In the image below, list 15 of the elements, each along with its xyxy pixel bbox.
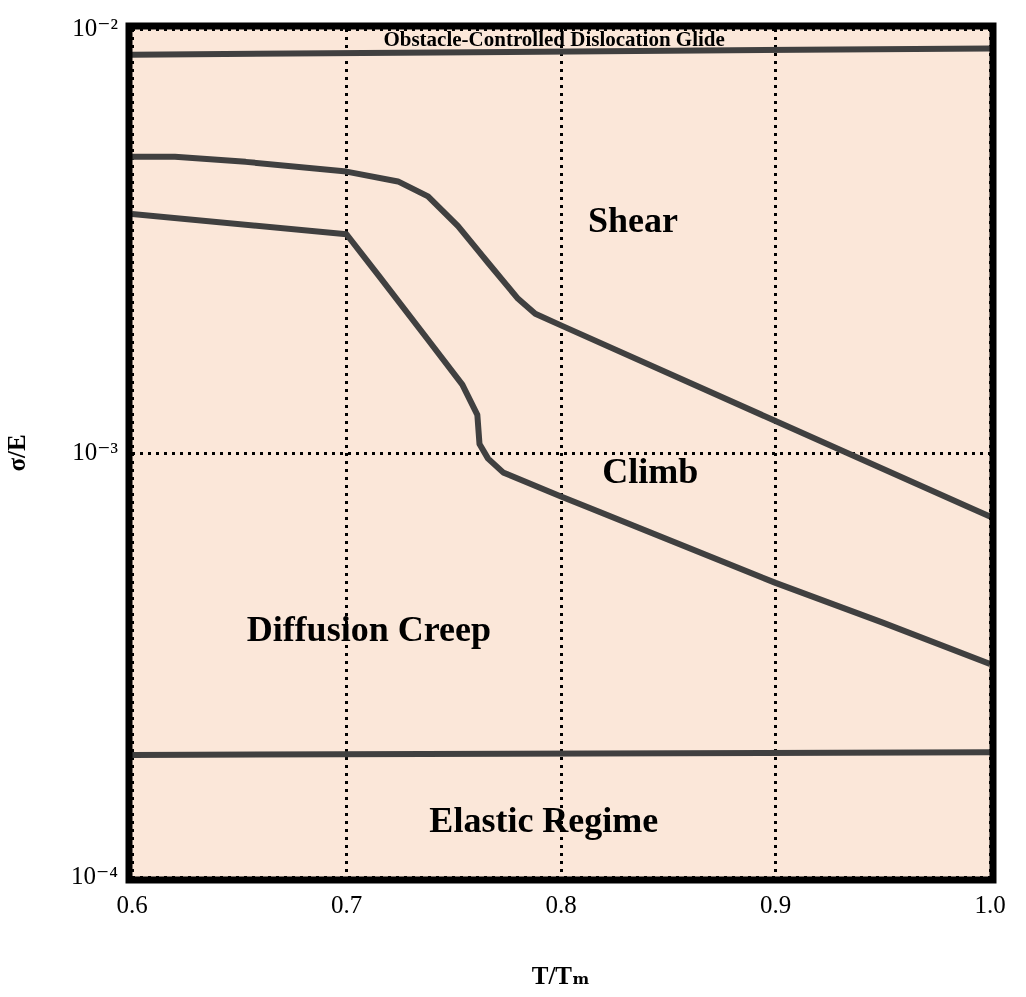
x-tick-label: 0.7 [330, 890, 363, 918]
annotation: Obstacle-Controlled Dislocation Glide [383, 27, 725, 52]
x-tick-label: 0.8 [545, 890, 577, 918]
annotation: Diffusion Creep [246, 609, 491, 650]
y-tick-label: 10⁻⁴ [71, 861, 119, 889]
x-tick-label: 1.0 [974, 890, 1006, 918]
x-tick-label: 0.9 [759, 890, 792, 918]
x-axis-title: T/Tₘ [531, 962, 591, 990]
annotation: Climb [602, 451, 699, 492]
y-axis-title: σ/E [3, 434, 31, 472]
annotation: Shear [588, 200, 679, 241]
y-tick-label: 10⁻³ [72, 437, 119, 465]
annotation: Elastic Regime [429, 800, 659, 841]
x-tick-label: 0.6 [116, 890, 148, 918]
y-tick-label: 10⁻² [72, 13, 118, 41]
